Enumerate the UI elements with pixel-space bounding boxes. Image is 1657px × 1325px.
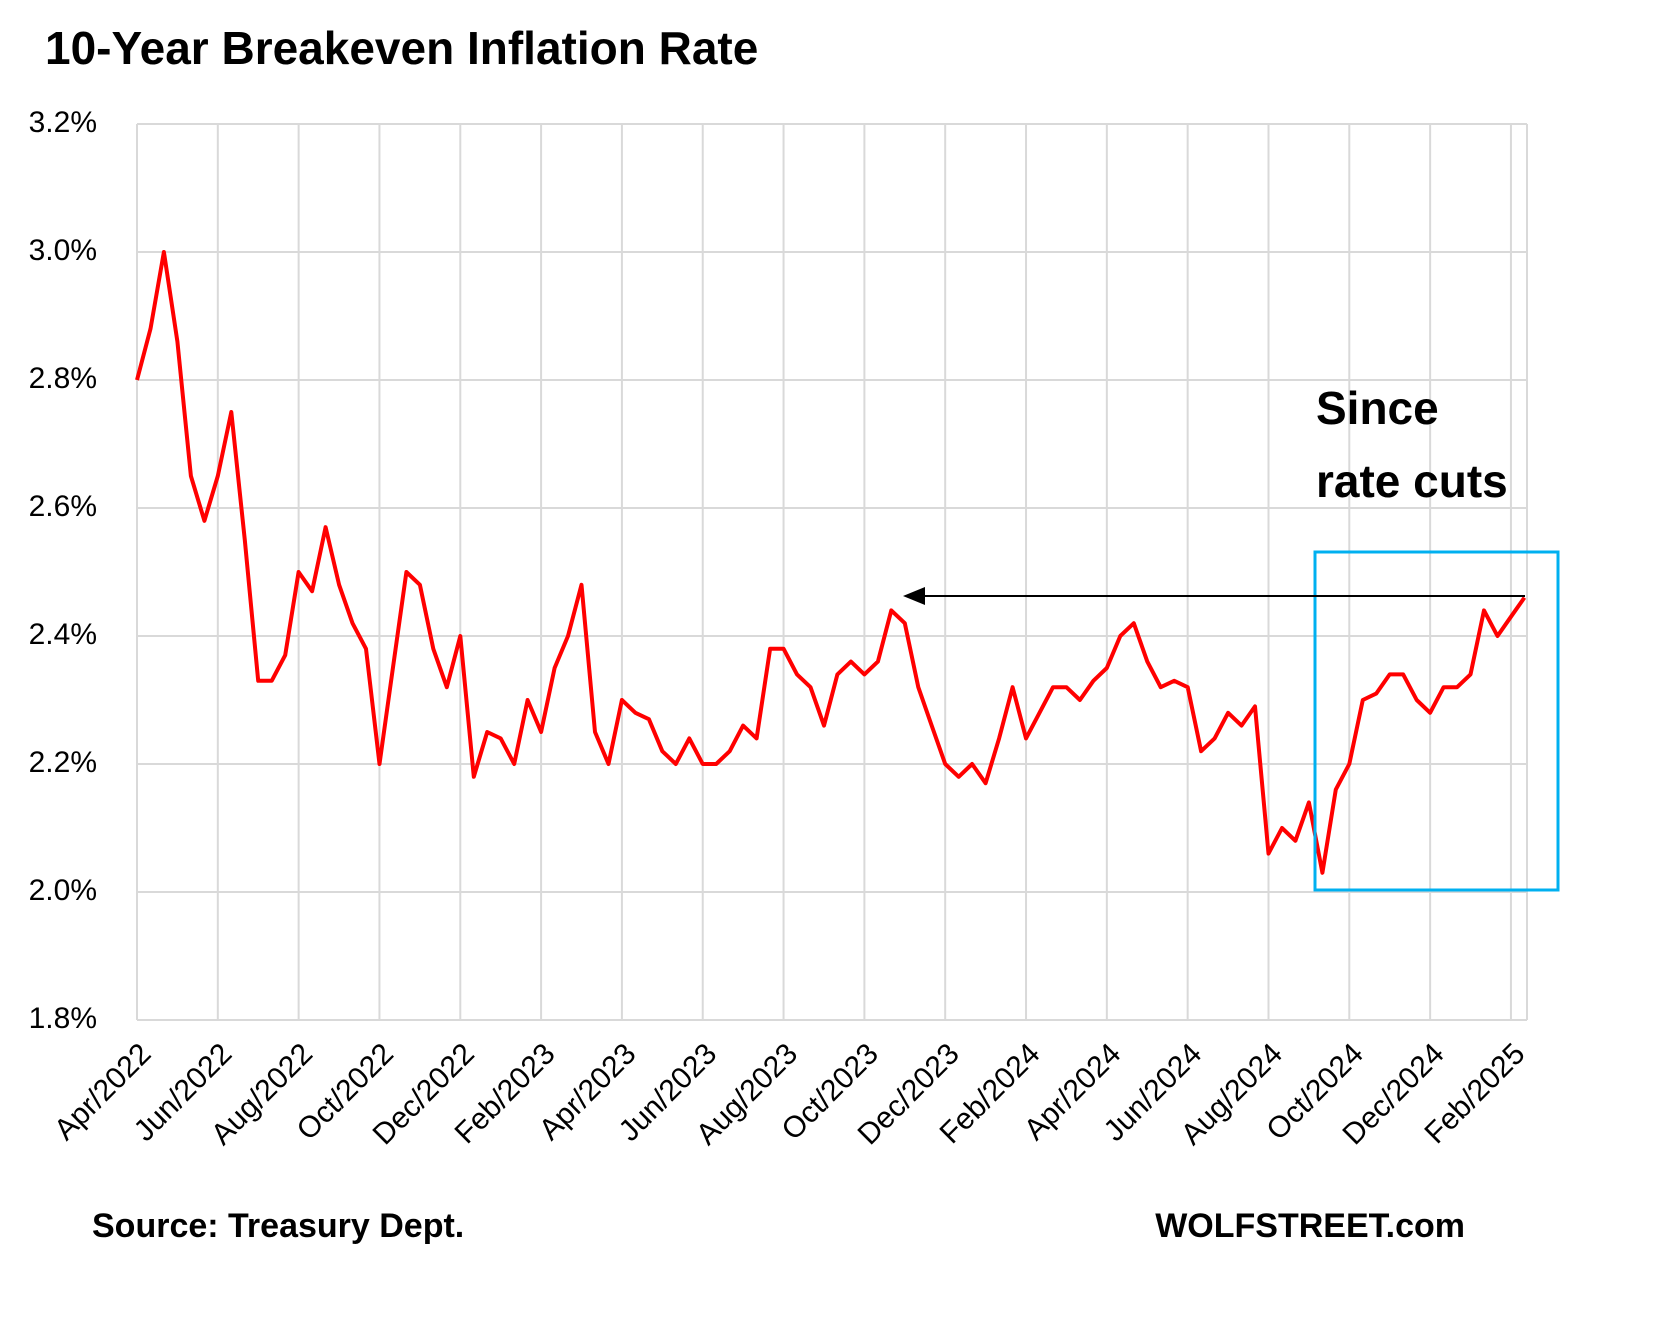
- y-tick-label: 2.4%: [29, 618, 97, 651]
- highlight-box: [1313, 550, 1560, 892]
- data-line: [135, 250, 1527, 875]
- y-tick-label: 3.0%: [29, 234, 97, 267]
- credit: WOLFSTREET.com: [1155, 1207, 1465, 1245]
- annotation: Since: [1316, 382, 1439, 434]
- y-tick-label: 2.6%: [29, 490, 97, 523]
- y-tick-label: 3.2%: [29, 106, 97, 139]
- y-tick-label: 2.0%: [29, 874, 97, 907]
- y-tick-label: 1.8%: [29, 1002, 97, 1035]
- y-tick-label: 2.8%: [29, 362, 97, 395]
- arrow-head: [903, 587, 925, 605]
- y-tick-label: 2.2%: [29, 746, 97, 779]
- source: Source: Treasury Dept.: [92, 1207, 464, 1245]
- chart-title: 10-Year Breakeven Inflation Rate: [45, 22, 758, 74]
- annotation: rate cuts: [1316, 455, 1508, 507]
